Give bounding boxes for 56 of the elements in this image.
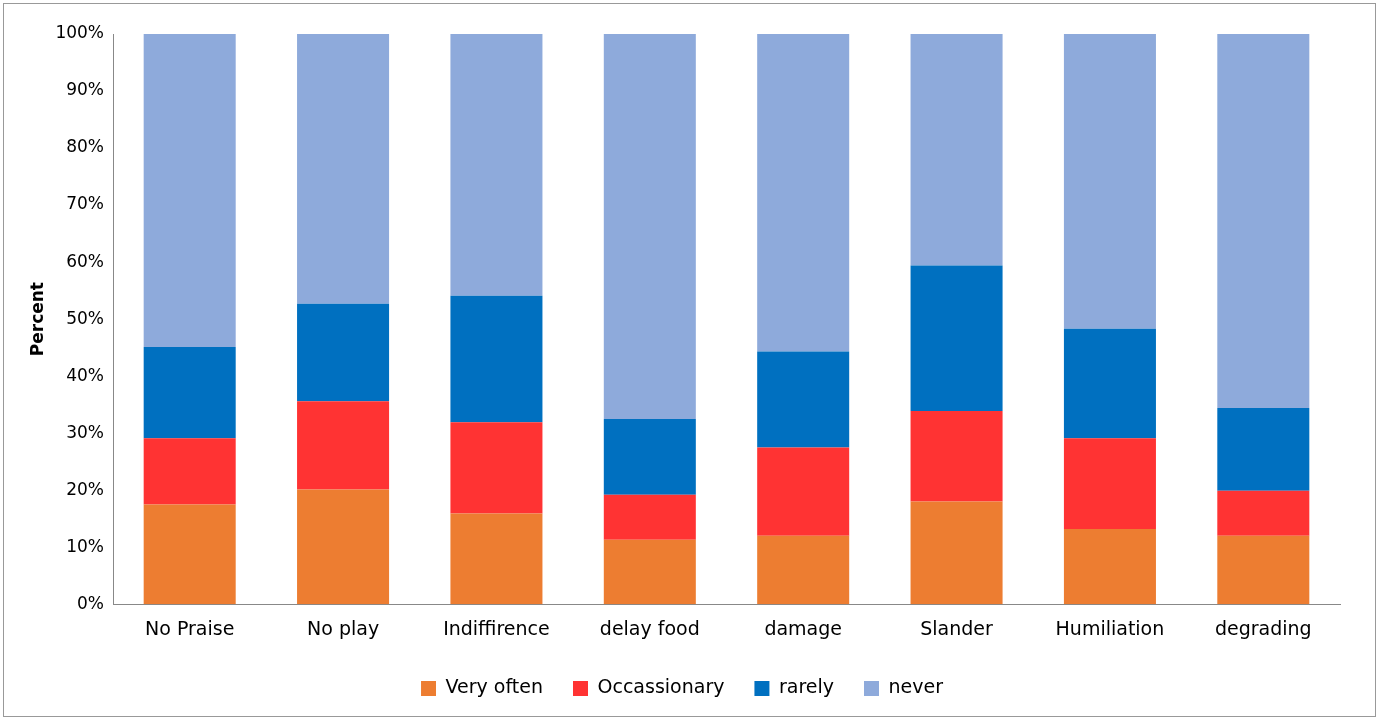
x-tick-label: No Praise <box>145 616 235 639</box>
bar <box>297 34 390 304</box>
bar <box>910 34 1003 266</box>
bar <box>603 34 696 419</box>
bar <box>1217 490 1310 536</box>
x-tick-label: Slander <box>920 616 994 639</box>
legend-label: never <box>888 675 944 698</box>
bar <box>143 438 236 505</box>
y-tick-label: 0% <box>77 592 104 613</box>
y-tick-label: 20% <box>66 478 104 499</box>
y-tick-label: 70% <box>66 193 104 214</box>
x-tick-label: degrading <box>1214 616 1312 639</box>
y-tick-label: 10% <box>66 535 104 556</box>
bar <box>603 494 696 540</box>
bar <box>603 418 696 495</box>
y-axis-title: Percent <box>26 281 47 357</box>
x-tick-label: damage <box>764 616 842 639</box>
x-tick-label: delay food <box>599 616 700 639</box>
bar <box>1217 408 1310 491</box>
x-tick-label: No play <box>307 616 380 639</box>
legend-label: Occassionary <box>597 675 725 698</box>
x-tick-label: Indiffirence <box>443 616 550 639</box>
bar <box>757 351 850 448</box>
bar <box>297 303 390 402</box>
bar <box>1063 34 1156 329</box>
bar <box>1063 528 1156 605</box>
bar <box>603 539 696 605</box>
legend-label: rarely <box>778 675 834 698</box>
y-tick-label: 100% <box>55 22 104 43</box>
y-tick-label: 80% <box>66 136 104 157</box>
bar <box>757 447 850 536</box>
bar <box>910 410 1003 502</box>
bar <box>143 347 236 439</box>
bar <box>910 265 1003 411</box>
bar <box>143 34 236 348</box>
bar <box>1063 438 1156 529</box>
bar <box>1217 34 1310 409</box>
bar <box>757 34 850 352</box>
y-tick-label: 90% <box>66 79 104 100</box>
y-tick-label: 60% <box>66 250 104 271</box>
bar <box>1217 535 1310 605</box>
bar <box>757 535 850 605</box>
bar <box>1063 328 1156 439</box>
bar <box>910 501 1003 605</box>
legend-label: Very often <box>445 675 543 698</box>
bar <box>450 295 543 423</box>
bar <box>450 34 543 296</box>
y-tick-label: 40% <box>66 364 104 385</box>
y-tick-label: 50% <box>66 307 104 328</box>
bar <box>143 504 236 605</box>
bar <box>297 401 390 490</box>
bar <box>297 489 390 605</box>
bar <box>450 513 543 605</box>
bar <box>450 422 543 514</box>
x-tick-label: Humiliation <box>1055 616 1165 639</box>
y-tick-label: 30% <box>66 421 104 442</box>
